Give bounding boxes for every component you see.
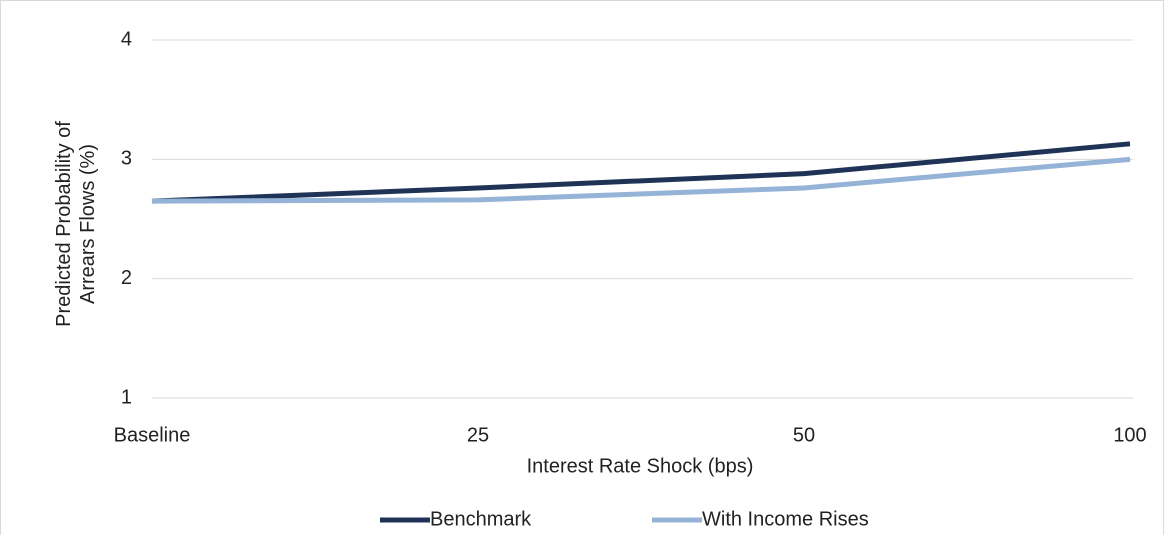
- x-tick-label: 25: [467, 424, 489, 446]
- x-tick-label: 50: [793, 424, 815, 446]
- y-tick-label: 2: [121, 267, 132, 289]
- legend-label: Benchmark: [430, 508, 532, 530]
- y-axis-label: Predicted Probability of Arrears Flows (…: [53, 121, 99, 327]
- legend-label: With Income Rises: [702, 508, 869, 530]
- x-tick-label: 100: [1113, 424, 1146, 446]
- y-tick-label: 1: [121, 386, 132, 408]
- y-tick-label: 4: [121, 28, 132, 50]
- series-line: [151, 156, 1131, 204]
- y-tick-label: 3: [121, 148, 132, 170]
- series-line: [151, 141, 1131, 204]
- x-axis-label: Interest Rate Shock (bps): [527, 455, 754, 477]
- x-tick-label: Baseline: [114, 424, 191, 446]
